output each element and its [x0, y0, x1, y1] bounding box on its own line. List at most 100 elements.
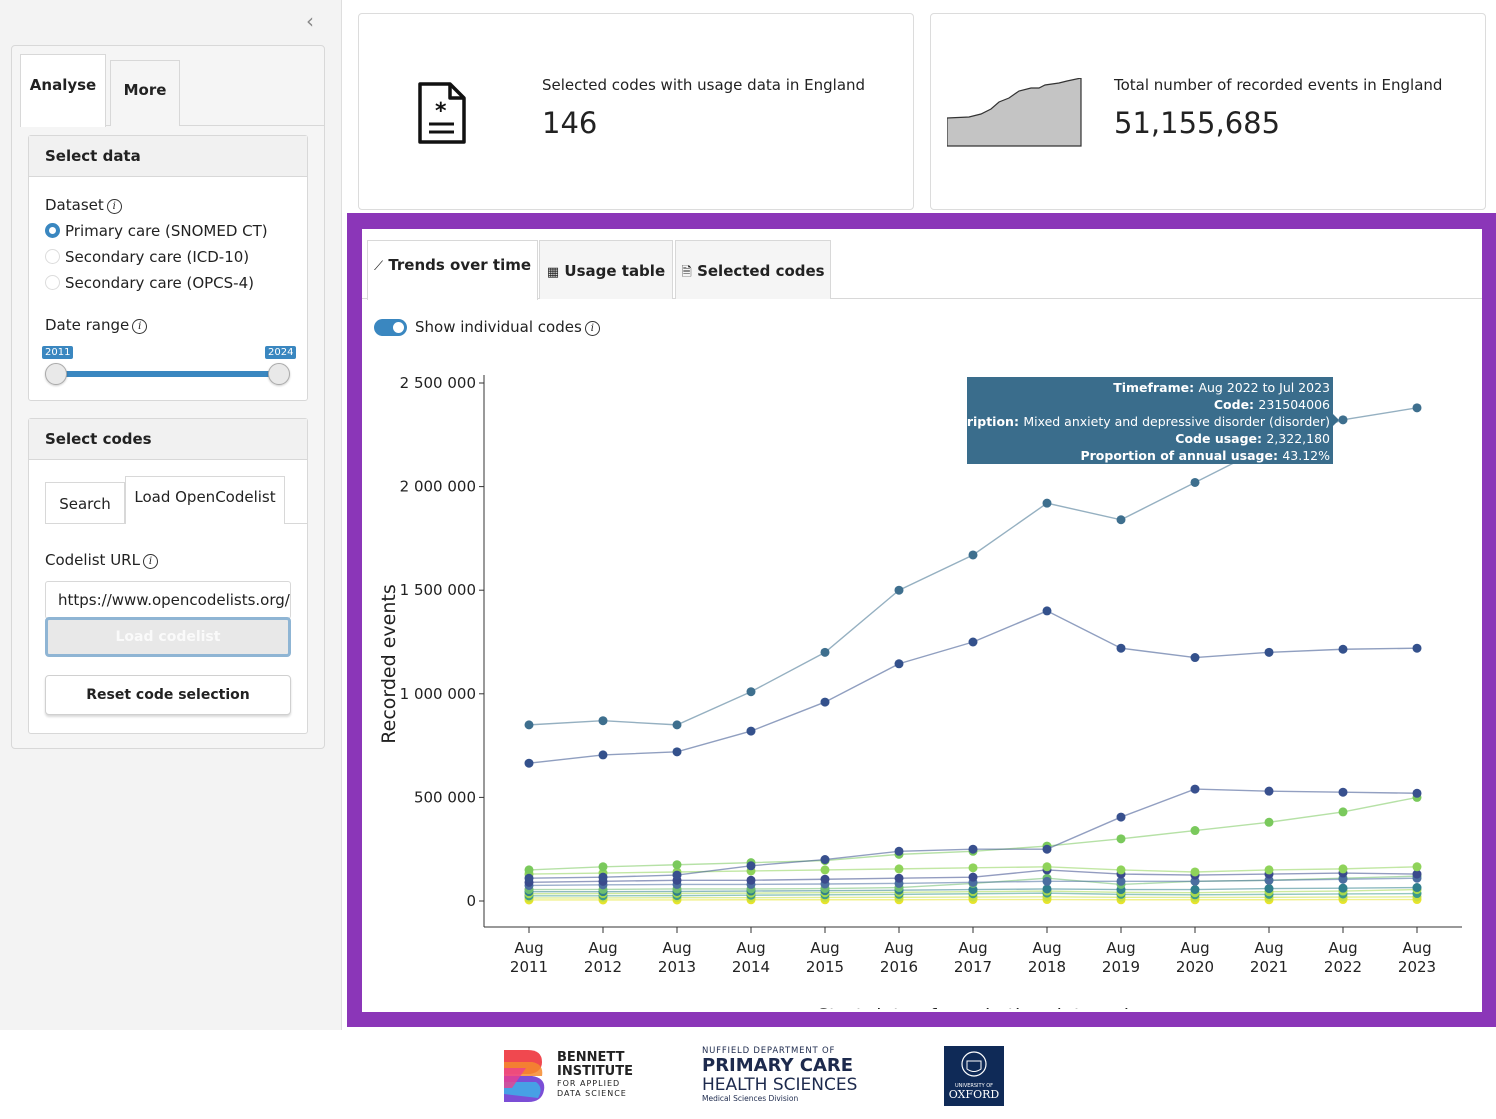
- y-tick-label: 2 500 000: [400, 374, 476, 392]
- y-tick-label: 1 500 000: [400, 581, 476, 599]
- y-tick-label: 1 000 000: [400, 685, 476, 703]
- data-point: [672, 747, 682, 757]
- tab-more[interactable]: More: [110, 60, 180, 126]
- nuffield-logo: NUFFIELD DEPARTMENT OF PRIMARY CARE HEAL…: [702, 1046, 858, 1103]
- main-panel: ⟋ Trends over time ▦ Usage table 🗎 Selec…: [362, 229, 1482, 1012]
- data-point: [1116, 876, 1126, 886]
- line-chart-icon: ⟋: [373, 259, 384, 274]
- subtab-search[interactable]: Search: [45, 482, 125, 524]
- radio-button[interactable]: [45, 249, 60, 264]
- value-box-value: 51,155,685: [1114, 106, 1281, 140]
- data-point: [1412, 403, 1422, 413]
- x-tick-label: Aug 2013: [658, 939, 696, 976]
- codelist-url-label: Codelist URL i: [45, 551, 158, 569]
- data-point: [1338, 874, 1348, 884]
- data-point: [1042, 606, 1052, 616]
- chevron-left-icon[interactable]: ‹: [306, 9, 314, 33]
- slider-max-handle[interactable]: [268, 363, 290, 385]
- data-point: [1116, 812, 1126, 822]
- data-point: [820, 865, 830, 875]
- data-point: [1116, 834, 1126, 844]
- x-tick-label: Aug 2014: [732, 939, 770, 976]
- tab-usage-table[interactable]: ▦ Usage table: [539, 240, 673, 299]
- data-point: [1264, 884, 1274, 894]
- tooltip-box: [967, 377, 1333, 464]
- data-point: [894, 873, 904, 883]
- slider-min-label: 2011: [42, 346, 74, 359]
- data-point: [1412, 643, 1422, 653]
- data-point: [968, 844, 978, 854]
- tooltip-row: Code: 231504006: [1214, 397, 1330, 412]
- value-box-title: Total number of recorded events in Engla…: [1114, 76, 1443, 94]
- data-point: [672, 870, 682, 880]
- data-point: [968, 863, 978, 873]
- sidebar-card: Analyse More Select data Dataset i Primar…: [11, 45, 325, 749]
- x-tick-label: Aug 2011: [510, 939, 548, 976]
- info-icon[interactable]: i: [106, 199, 122, 214]
- x-tick-label: Aug 2019: [1102, 939, 1140, 976]
- x-axis-label: Start date of yearly time interval: [817, 1005, 1129, 1009]
- data-point: [524, 758, 534, 768]
- date-range-label: Date range i: [45, 316, 148, 334]
- info-icon[interactable]: i: [584, 321, 600, 336]
- radio-primary-care[interactable]: Primary care (SNOMED CT): [45, 222, 268, 240]
- load-codelist-button[interactable]: Load codelist: [45, 617, 291, 657]
- tab-trends-over-time[interactable]: ⟋ Trends over time: [367, 240, 538, 300]
- data-point: [1264, 647, 1274, 657]
- tab-selected-codes[interactable]: 🗎 Selected codes: [675, 240, 831, 299]
- data-point: [968, 885, 978, 895]
- slider-min-handle[interactable]: [45, 363, 67, 385]
- data-point: [820, 855, 830, 865]
- data-point: [1412, 788, 1422, 798]
- data-point: [524, 865, 534, 875]
- data-point: [968, 872, 978, 882]
- data-point: [1190, 876, 1200, 886]
- data-point: [1338, 787, 1348, 797]
- radio-secondary-care-opcs4[interactable]: Secondary care (OPCS-4): [45, 274, 254, 292]
- info-icon[interactable]: i: [132, 319, 148, 334]
- data-point: [894, 585, 904, 595]
- codelist-url-input[interactable]: https://www.opencodelists.org/c: [45, 581, 291, 619]
- data-point: [894, 659, 904, 669]
- value-box-selected-codes: * Selected codes with usage data in Engl…: [358, 13, 914, 210]
- data-point: [598, 862, 608, 872]
- x-tick-label: Aug 2015: [806, 939, 844, 976]
- tooltip-row: Proportion of annual usage: 43.12%: [1080, 448, 1330, 463]
- main-tabs: ⟋ Trends over time ▦ Usage table 🗎 Selec…: [362, 229, 1482, 300]
- data-point: [746, 875, 756, 885]
- select-data-header: Select data: [29, 136, 307, 177]
- data-point: [672, 860, 682, 870]
- data-point: [1264, 786, 1274, 796]
- bennett-logo-icon: [504, 1050, 545, 1102]
- chart-tooltip: Timeframe: Aug 2022 to Jul 2023 Code: 231…: [933, 377, 1339, 464]
- tab-analyse[interactable]: Analyse: [20, 54, 106, 127]
- data-point: [746, 687, 756, 697]
- date-range-track[interactable]: [56, 371, 280, 377]
- data-point: [1338, 644, 1348, 654]
- value-box-title: Selected codes with usage data in Englan…: [542, 76, 866, 94]
- info-icon[interactable]: i: [142, 554, 158, 569]
- data-point: [1412, 883, 1422, 893]
- subtab-load-opencodelist[interactable]: Load OpenCodelist: [125, 476, 285, 524]
- x-tick-label: Aug 2022: [1324, 939, 1362, 976]
- show-individual-codes-toggle[interactable]: [374, 319, 407, 336]
- data-point: [820, 697, 830, 707]
- radio-button[interactable]: [45, 275, 60, 290]
- tooltip-row: Timeframe: Aug 2022 to Jul 2023: [1113, 380, 1330, 395]
- tooltip-row: Description: Mixed anxiety and depressiv…: [933, 414, 1330, 429]
- data-point: [894, 864, 904, 874]
- table-icon: ▦: [546, 265, 560, 280]
- radio-button[interactable]: [45, 223, 60, 238]
- reset-code-selection-button[interactable]: Reset code selection: [45, 675, 291, 715]
- data-point: [1042, 876, 1052, 886]
- radio-secondary-care-icd10[interactable]: Secondary care (ICD-10): [45, 248, 249, 266]
- dataset-label: Dataset i: [45, 196, 122, 214]
- data-point: [1116, 865, 1126, 875]
- x-tick-label: Aug 2021: [1250, 939, 1288, 976]
- data-point: [746, 861, 756, 871]
- bennett-logo-text: BENNETT INSTITUTE FOR APPLIED DATA SCIEN…: [557, 1050, 633, 1099]
- data-point: [746, 726, 756, 736]
- series-line: [528, 610, 1418, 764]
- trends-chart: 0 500 000 1 000 000 1 500 000 2 000 000 2 500…: [378, 374, 1462, 1009]
- y-tick-label: 500 000: [414, 788, 476, 806]
